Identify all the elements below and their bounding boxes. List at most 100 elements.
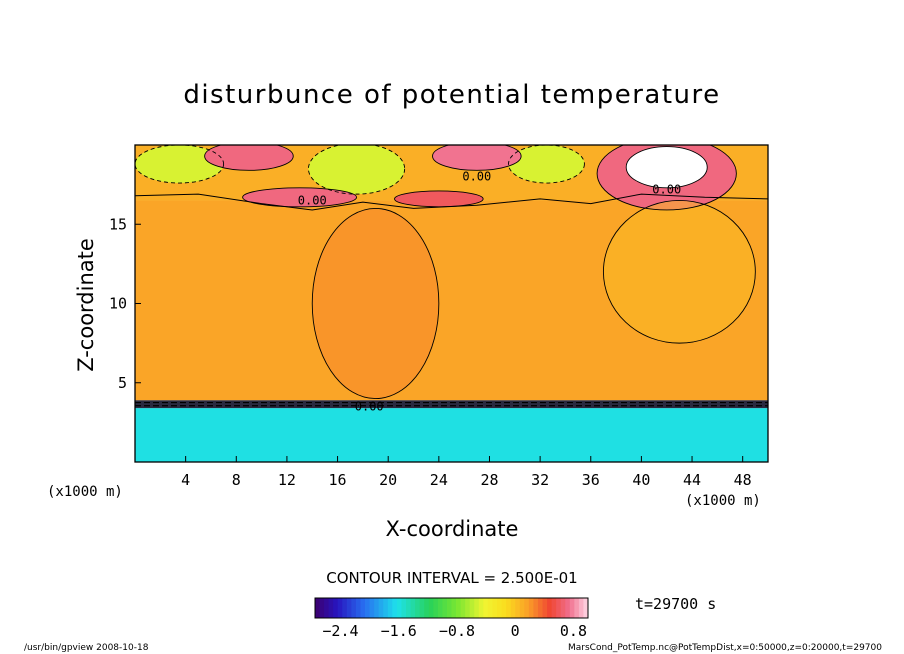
contour-lines (135, 145, 768, 407)
colorbar-swatch-43 (510, 598, 516, 618)
colorbar-swatch-19 (401, 598, 407, 618)
colorbar-swatch-59 (583, 598, 589, 618)
colorbar-swatch-1 (319, 598, 325, 618)
colorbar-swatch-11 (365, 598, 370, 618)
colorbar-swatch-27 (437, 598, 443, 618)
colorbar-swatch-29 (446, 598, 452, 618)
colorbar-swatch-37 (483, 598, 489, 618)
colorbar-swatch-58 (578, 598, 584, 618)
x-tick-label-11: 48 (734, 471, 752, 489)
x-tick-label-9: 40 (632, 471, 650, 489)
colorbar-tick-label-1: −1.6 (381, 622, 417, 640)
colorbar-swatch-21 (410, 598, 416, 618)
colorbar-swatch-8 (351, 598, 357, 618)
colorbar-swatch-53 (556, 598, 562, 618)
colorbar-swatch-39 (492, 598, 498, 618)
colorbar-swatch-33 (465, 598, 471, 618)
colorbar-swatch-24 (424, 598, 430, 618)
colorbar-swatch-48 (533, 598, 539, 618)
x-tick-label-8: 36 (582, 471, 600, 489)
colorbar-swatch-50 (542, 598, 548, 618)
field-feature-1 (308, 145, 405, 195)
zero-contour (135, 193, 768, 211)
field-feature-2 (508, 145, 585, 184)
field-feature-4 (432, 145, 522, 171)
contour-line-2 (508, 145, 585, 184)
footer-left: /usr/bin/gpview 2008-10-18 (24, 643, 149, 653)
colorbar-swatch-22 (415, 598, 421, 618)
colorbar-swatch-42 (506, 598, 512, 618)
colorbar-swatch-32 (460, 598, 466, 618)
field-feature-10 (312, 208, 439, 399)
colorbar-swatch-35 (474, 598, 480, 618)
colorbar-swatch-46 (524, 598, 530, 618)
colorbar-swatch-30 (451, 598, 457, 618)
colorbar-swatch-4 (333, 598, 339, 618)
contour-line-3 (204, 145, 294, 171)
colorbar-tick-label-2: −0.8 (439, 622, 475, 640)
x-tick-label-4: 20 (379, 471, 397, 489)
time-label: t=29700 s (635, 595, 716, 613)
colorbar-swatch-55 (565, 598, 571, 618)
colorbar-swatch-9 (355, 598, 361, 618)
contour-line-4 (432, 145, 522, 171)
colorbar-swatch-25 (428, 598, 434, 618)
contour-line-7 (596, 145, 737, 211)
x-axis-unit-right: (x1000 m) (685, 493, 761, 509)
x-tick-label-10: 44 (683, 471, 701, 489)
colorbar-swatch-56 (569, 598, 575, 618)
colorbar-ticks: −2.4 −1.6 −0.8 0 0.8 (322, 622, 587, 640)
field-feature-0 (135, 145, 224, 184)
x-axis: 4 8 12 16 20 24 28 32 36 40 44 48 (181, 456, 752, 489)
contour-line-9 (602, 200, 756, 344)
colorbar-swatch-28 (442, 598, 448, 618)
colorbar-swatch-20 (406, 598, 411, 618)
x-tick-label-7: 32 (531, 471, 549, 489)
contour-line-1 (308, 145, 406, 195)
colorbar-swatch-2 (324, 598, 330, 618)
contour-label-1: 0.00 (462, 170, 491, 184)
colorbar-swatch-5 (337, 598, 343, 618)
contour-line-5 (242, 187, 357, 208)
colorbar-tick-label-0: −2.4 (322, 622, 358, 640)
field-feature-3 (204, 145, 294, 171)
colorbar-swatch-12 (369, 598, 375, 618)
contour-interval-text: CONTOUR INTERVAL = 2.500E-01 (326, 569, 577, 587)
colorbar-swatch-23 (419, 598, 425, 618)
contour-line-0 (135, 145, 225, 184)
field-region-0 (135, 408, 768, 462)
y-tick-label-0: 5 (118, 374, 127, 392)
colorbar-swatch-44 (515, 598, 521, 618)
colorbar (315, 598, 589, 618)
contour-label-2: 0.00 (652, 182, 681, 196)
colorbar-swatch-0 (315, 598, 320, 618)
field-region-1 (135, 400, 768, 409)
field-feature-5 (242, 187, 357, 207)
colorbar-swatch-36 (478, 598, 484, 618)
colorbar-swatch-47 (528, 598, 534, 618)
contour-line-10 (311, 207, 440, 400)
colorbar-swatch-49 (537, 598, 543, 618)
y-axis-label: Z-coordinate (74, 238, 98, 372)
colorbar-swatch-17 (392, 598, 398, 618)
colorbar-swatch-16 (387, 598, 393, 618)
colorbar-swatch-38 (487, 598, 493, 618)
x-axis-unit-left: (x1000 m) (47, 484, 123, 500)
colorbar-swatch-57 (574, 598, 580, 618)
x-tick-label-6: 28 (480, 471, 498, 489)
colorbar-swatch-51 (547, 598, 552, 618)
colorbar-tick-label-3: 0 (511, 622, 520, 640)
potential-temperature-field (135, 145, 768, 462)
colorbar-swatch-40 (497, 598, 502, 618)
colorbar-frame (314, 597, 589, 619)
colorbar-swatch-52 (551, 598, 557, 618)
x-axis-label: X-coordinate (386, 517, 519, 541)
colorbar-swatch-18 (396, 598, 402, 618)
colorbar-swatch-31 (456, 598, 461, 618)
y-axis: 5 10 15 (109, 215, 141, 392)
x-tick-label-0: 4 (181, 471, 190, 489)
x-tick-label-2: 12 (278, 471, 296, 489)
y-tick-label-2: 15 (109, 215, 127, 233)
colorbar-swatch-13 (374, 598, 380, 618)
contour-line-8 (625, 146, 708, 189)
